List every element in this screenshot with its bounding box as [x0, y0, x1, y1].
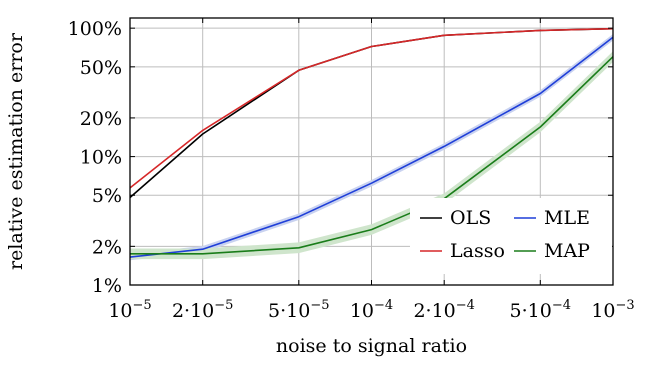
- y-axis-label: relative estimation error: [5, 32, 27, 270]
- y-tick-label: 1%: [92, 275, 122, 297]
- y-tick-label: 2%: [92, 236, 122, 258]
- x-tick-label-exponent: −5: [133, 298, 152, 313]
- x-tick-label-exponent: −5: [214, 298, 233, 313]
- x-tick-label-base: 5·10: [268, 300, 310, 322]
- legend-label-mle: MLE: [544, 207, 590, 229]
- y-tick-label: 10%: [80, 147, 122, 169]
- y-tick-label: 100%: [68, 18, 122, 40]
- series-line-mle: [129, 36, 614, 258]
- series-lines: [129, 27, 614, 258]
- legend-label-lasso: Lasso: [450, 240, 505, 262]
- x-tick-label-exponent: −3: [616, 298, 635, 313]
- x-tick-label-base: 2·10: [413, 300, 455, 322]
- legend-label-ols: OLS: [450, 207, 491, 229]
- x-tick-label-base: 10: [108, 300, 132, 322]
- x-axis-label: noise to signal ratio: [276, 335, 467, 357]
- x-tick-label-base: 5·10: [510, 300, 552, 322]
- x-tick-label: 10−3: [591, 298, 634, 322]
- x-tick-label-exponent: −5: [310, 298, 329, 313]
- x-tick-label: 2·10−5: [172, 298, 233, 322]
- x-tick-label-base: 10: [350, 300, 374, 322]
- grid: [129, 18, 614, 286]
- x-tick-label: 10−4: [350, 298, 393, 322]
- x-tick-label-exponent: −4: [456, 298, 475, 313]
- x-tick-labels: 10−5 2·10−5 5·10−5 10−4 2·10−4 5·10−4 10−3: [108, 298, 634, 322]
- legend-box: [410, 198, 612, 274]
- y-tick-label: 5%: [92, 185, 122, 207]
- series-line-lasso: [129, 27, 614, 189]
- y-tick-label: 50%: [80, 57, 122, 79]
- x-tick-label-base: 10: [591, 300, 615, 322]
- axis-ticks: [129, 18, 614, 286]
- x-tick-label: 5·10−4: [510, 298, 571, 322]
- x-tick-label: 2·10−4: [413, 298, 474, 322]
- x-tick-label: 5·10−5: [268, 298, 329, 322]
- series-line-map: [130, 56, 614, 255]
- x-tick-label-exponent: −4: [374, 298, 393, 313]
- legend-label-map: MAP: [544, 240, 590, 262]
- x-tick-label: 10−5: [108, 298, 151, 322]
- x-tick-label-exponent: −4: [552, 298, 571, 313]
- legend: OLS Lasso MLE MAP: [410, 198, 612, 274]
- y-tick-labels: 1% 2% 5% 10% 20% 50% 100%: [68, 18, 122, 297]
- x-tick-label-base: 2·10: [172, 300, 214, 322]
- y-tick-label: 20%: [80, 108, 122, 130]
